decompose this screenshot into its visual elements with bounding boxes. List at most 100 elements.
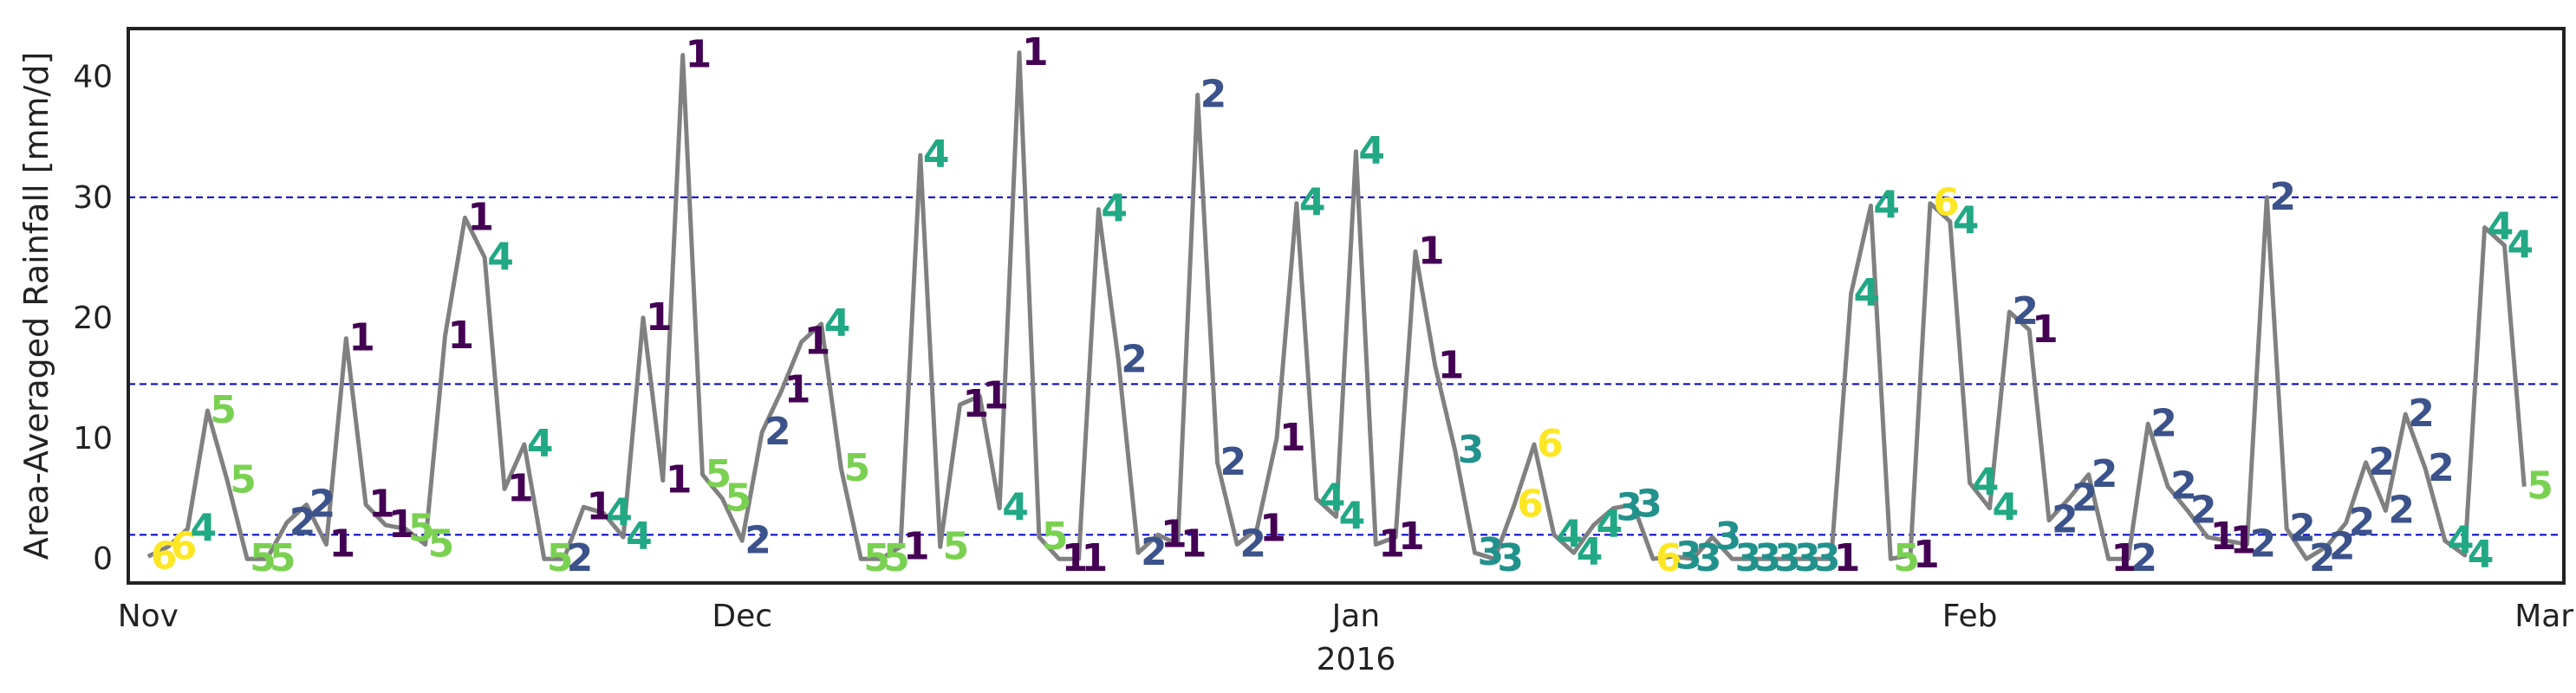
y-tick-label: 10 — [73, 421, 113, 457]
cluster-label: 2 — [1141, 530, 1168, 574]
cluster-label: 3 — [1734, 536, 1761, 580]
cluster-label: 1 — [586, 484, 613, 528]
rainfall-series — [146, 50, 2527, 561]
cluster-label: 3 — [1477, 530, 1504, 574]
cluster-label: 5 — [547, 536, 574, 580]
cluster-label: 1 — [1834, 536, 1861, 580]
cluster-label: 4 — [2468, 533, 2495, 577]
y-tick-label: 30 — [73, 180, 113, 216]
x-tick-label: Dec — [712, 599, 772, 634]
cluster-label: 4 — [1319, 476, 1346, 521]
cluster-label: 5 — [883, 536, 910, 580]
cluster-label: 2 — [2091, 452, 2118, 496]
cluster-label: 4 — [1973, 461, 2000, 505]
cluster-label: 2 — [2408, 392, 2435, 436]
cluster-label: 3 — [1794, 536, 1821, 580]
x-tick-label: Nov — [118, 599, 179, 634]
cluster-label: 4 — [606, 490, 633, 534]
cluster-label: 5 — [230, 458, 257, 502]
cluster-label: 1 — [2111, 536, 2138, 580]
cluster-label: 6 — [1656, 536, 1682, 580]
cluster-label: 2 — [2190, 489, 2217, 533]
cluster-label: 5 — [943, 524, 970, 568]
cluster-label: 4 — [1854, 271, 1881, 315]
cluster-label: 1 — [1062, 536, 1089, 580]
cluster-label: 2 — [1200, 73, 1227, 117]
cluster-label: 5 — [2527, 464, 2553, 508]
cluster-label: 2 — [289, 500, 316, 544]
x-axis: Nov Dec Jan Feb Mar — [118, 599, 2574, 634]
cluster-label: 4 — [1992, 486, 2019, 530]
cluster-label: 1 — [1181, 521, 1207, 566]
cluster-label: 2 — [2249, 521, 2276, 566]
cluster-label: 2 — [2072, 476, 2098, 521]
cluster-label: 1 — [784, 367, 811, 411]
cluster-label: 1 — [448, 314, 475, 358]
x-tick-label: Feb — [1942, 599, 1998, 634]
cluster-label: 5 — [428, 521, 455, 566]
x-axis-year-label: 2016 — [1317, 642, 1396, 677]
cluster-label: 1 — [804, 320, 831, 364]
cluster-label: 5 — [408, 506, 435, 550]
cluster-label: 1 — [686, 33, 712, 77]
cluster-label: 2 — [2369, 440, 2396, 484]
cluster-label: 3 — [1458, 428, 1485, 472]
y-tick-label: 0 — [93, 541, 113, 577]
rainfall-line — [146, 50, 2527, 561]
cluster-label: 1 — [666, 458, 693, 502]
cluster-label: 1 — [1438, 344, 1465, 388]
cluster-label: 5 — [725, 476, 751, 521]
cluster-label: 1 — [507, 466, 534, 510]
cluster-label: 4 — [1953, 199, 1980, 243]
cluster-label: 4 — [1339, 494, 1366, 538]
cluster-label: 1 — [2210, 515, 2237, 559]
cluster-label: 2 — [2309, 536, 2336, 580]
cluster-label: 1 — [1022, 30, 1049, 74]
cluster-label: 3 — [1715, 515, 1742, 559]
cluster-label: 4 — [626, 515, 653, 559]
cluster-label: 5 — [863, 536, 890, 580]
cluster-label: 1 — [2230, 518, 2257, 562]
cluster-label: 3 — [1774, 536, 1801, 580]
cluster-label: 4 — [1101, 187, 1128, 231]
x-tick-label: Jan — [1330, 599, 1381, 634]
cluster-label: 1 — [982, 373, 1009, 418]
cluster-label: 3 — [1636, 483, 1662, 527]
cluster-label: 4 — [1299, 181, 1326, 225]
cluster-label: 1 — [1279, 416, 1306, 460]
cluster-label: 6 — [171, 524, 198, 568]
cluster-label: 4 — [1002, 486, 1029, 530]
cluster-label: 2 — [309, 483, 336, 527]
cluster-label: 5 — [250, 536, 276, 580]
cluster-label: 4 — [824, 301, 851, 346]
cluster-label: 6 — [151, 534, 178, 578]
cluster-label: 5 — [1042, 515, 1069, 559]
cluster-label: 3 — [1814, 536, 1841, 580]
cluster-label: 1 — [2032, 308, 2059, 352]
cluster-label: 2 — [2052, 498, 2078, 542]
cluster-label: 4 — [2448, 518, 2475, 562]
cluster-label: 2 — [1220, 440, 1247, 484]
cluster-label: 5 — [210, 388, 237, 432]
cluster-label: 3 — [1616, 486, 1643, 530]
cluster-label: 2 — [567, 536, 594, 580]
cluster-label: 2 — [2388, 489, 2415, 533]
cluster-label: 2 — [2150, 401, 2177, 445]
cluster-label: 4 — [1557, 512, 1584, 556]
cluster-label: 1 — [1378, 521, 1405, 566]
cluster-label: 3 — [1695, 536, 1722, 580]
cluster-label: 4 — [2488, 205, 2514, 249]
cluster-label: 1 — [1913, 533, 1940, 577]
cluster-label: 2 — [1239, 521, 1266, 566]
cluster-label: 5 — [843, 446, 870, 490]
cluster-label: 3 — [1497, 536, 1524, 580]
cluster-labels: 6645555221111551141452144111552211455514… — [151, 30, 2553, 580]
cluster-label: 1 — [368, 483, 395, 527]
cluster-label: 5 — [706, 452, 732, 496]
cluster-label: 1 — [646, 295, 673, 340]
cluster-label: 2 — [2130, 536, 2157, 580]
y-tick-label: 20 — [73, 301, 113, 336]
cluster-label: 6 — [1537, 422, 1564, 466]
cluster-label: 2 — [2269, 175, 2296, 219]
